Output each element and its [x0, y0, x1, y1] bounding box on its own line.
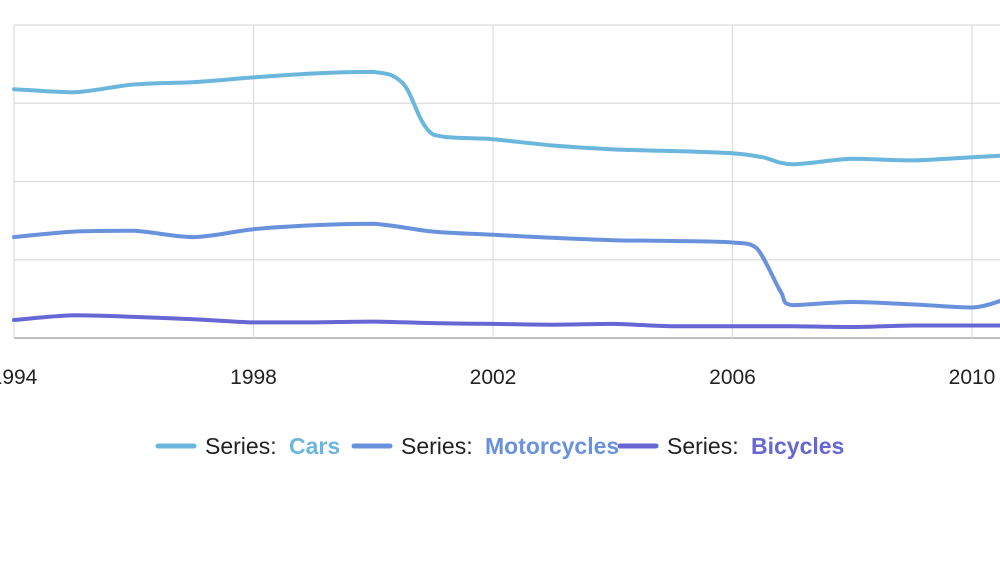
legend-series-name: Cars — [289, 433, 340, 459]
legend: Series: Cars Series: Motorcycles Series: B… — [155, 433, 844, 459]
legend-item-cars: Series: Cars — [155, 433, 340, 459]
legend-item-bicycles: Series: Bicycles — [617, 433, 844, 459]
legend-label: Series: Cars — [205, 433, 340, 459]
legend-label: Series: Bicycles — [667, 433, 844, 459]
legend-item-motorcycles: Series: Motorcycles — [351, 433, 619, 459]
legend-series-name: Motorcycles — [485, 433, 619, 459]
legend-series-name: Bicycles — [751, 433, 844, 459]
x-tick-label: 1998 — [230, 366, 277, 389]
grid-lines — [13, 24, 1000, 339]
x-tick-label: 2010 — [949, 366, 996, 389]
series-line-cars — [12, 69, 1000, 167]
legend-prefix: Series: — [205, 433, 283, 459]
x-tick-label: 2006 — [709, 366, 756, 389]
x-tick-label: 2002 — [470, 366, 517, 389]
series-line-motorcycles — [12, 221, 1000, 310]
series-lines — [12, 69, 1000, 329]
series-line-bicycles — [12, 313, 1000, 329]
legend-prefix: Series: — [401, 433, 479, 459]
x-axis: 1994 1998 2002 2006 2010 — [0, 366, 995, 389]
legend-prefix: Series: — [667, 433, 745, 459]
x-tick-label: 1994 — [0, 366, 38, 389]
legend-label: Series: Motorcycles — [401, 433, 619, 459]
